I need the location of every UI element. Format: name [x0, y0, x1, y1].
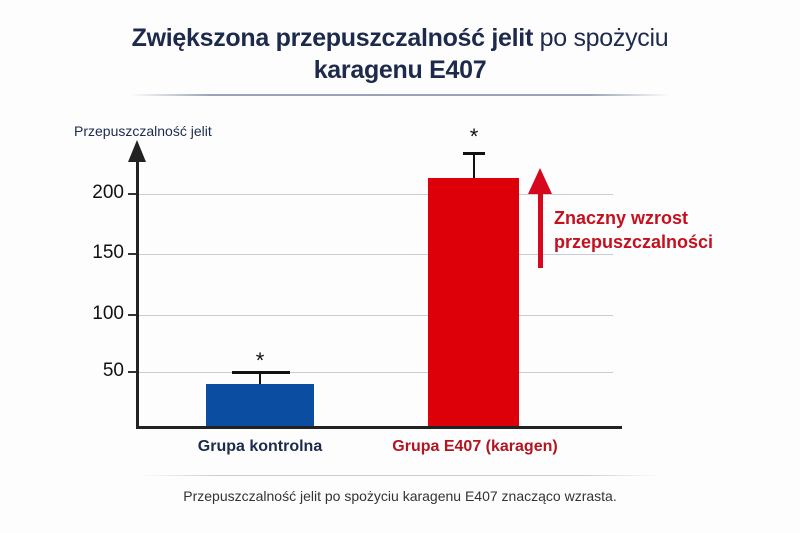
- x-label-control: Grupa kontrolna: [197, 438, 323, 455]
- y-tick-label: 150: [92, 242, 124, 263]
- y-tick-label: 200: [92, 182, 124, 203]
- bar-e407: [428, 178, 519, 427]
- error-cap-e407: [463, 152, 485, 155]
- increase-arrow-shaft: [538, 190, 543, 268]
- y-tick: [128, 253, 137, 255]
- y-tick-label: 100: [92, 303, 124, 324]
- error-cap-control: [232, 371, 290, 374]
- y-tick: [128, 371, 137, 373]
- y-tick-label: 50: [102, 360, 124, 381]
- title-bold: Zwiększona przepuszczalność jelit: [131, 24, 534, 52]
- title-line2: karagenu E407: [313, 56, 487, 84]
- x-label-e407: Grupa E407 (karagen): [392, 438, 558, 455]
- title-light: po spożyciu: [532, 24, 669, 52]
- gridline-150: [137, 254, 613, 255]
- y-axis-arrow-icon: [128, 140, 146, 162]
- gridline-100: [137, 315, 613, 316]
- y-tick: [128, 314, 137, 316]
- error-bar-e407: [473, 154, 475, 178]
- annotation-line2: przepuszczalności: [554, 232, 714, 252]
- y-axis-label: Przepuszczalność jelit: [74, 123, 212, 139]
- annotation-line1: Znaczny wzrost: [554, 208, 689, 228]
- gridline-50: [137, 372, 613, 373]
- gridline-200: [137, 194, 613, 195]
- x-axis: [136, 426, 622, 429]
- top-divider: [130, 94, 670, 96]
- increase-annotation: Znaczny wzrost przepuszczalności: [554, 206, 713, 254]
- increase-arrow-icon: [528, 168, 552, 194]
- significance-marker-e407: *: [469, 124, 479, 149]
- chart-title: Zwiększona przepuszczalność jelit po spo…: [0, 22, 800, 86]
- significance-marker-control: *: [255, 348, 265, 373]
- y-tick: [128, 193, 137, 195]
- bar-control: [206, 384, 314, 427]
- footnote: Przepuszczalność jelit po spożyciu karag…: [183, 488, 617, 504]
- error-bar-control: [259, 373, 261, 384]
- bottom-divider: [140, 475, 660, 476]
- y-axis: [136, 150, 139, 429]
